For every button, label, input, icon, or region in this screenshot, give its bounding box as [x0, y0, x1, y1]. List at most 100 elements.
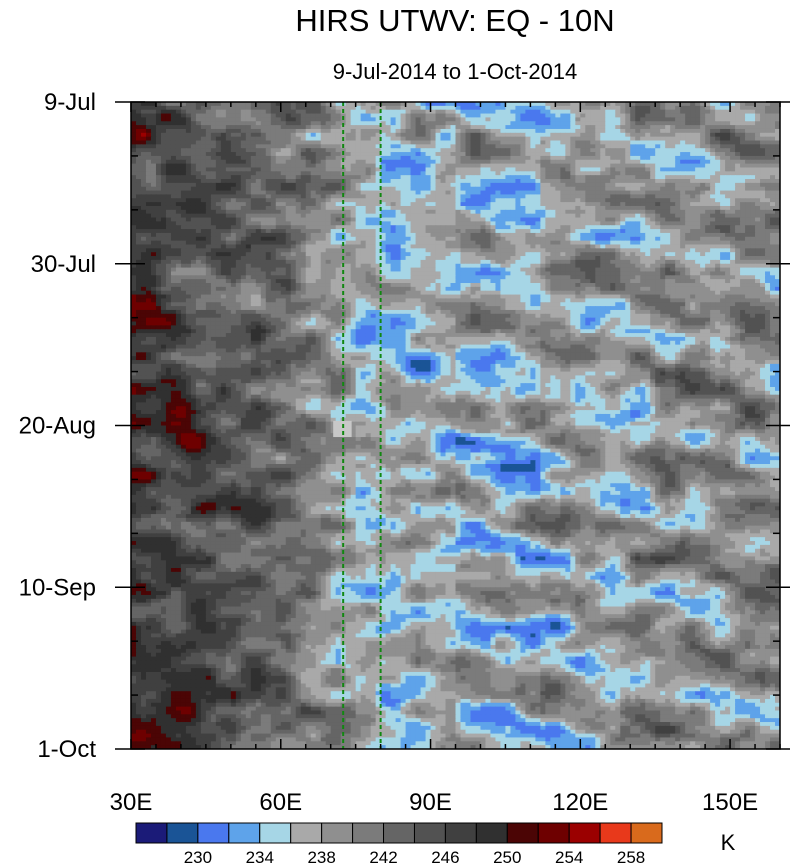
heatmap-cell — [166, 133, 172, 137]
heatmap-cell — [236, 125, 242, 129]
heatmap-cell — [196, 117, 202, 121]
heatmap-cell — [520, 121, 526, 125]
heatmap-cell — [221, 129, 227, 133]
heatmap-cell — [730, 152, 736, 156]
heatmap-cell — [271, 106, 277, 110]
heatmap-cell — [705, 148, 711, 152]
heatmap-cell — [745, 137, 751, 141]
heatmap-cell — [605, 137, 611, 141]
heatmap-cell — [675, 125, 681, 129]
heatmap-cell — [505, 129, 511, 133]
heatmap-cell — [490, 121, 496, 125]
heatmap-cell — [660, 106, 666, 110]
heatmap-cell — [500, 114, 506, 118]
heatmap-cell — [331, 141, 337, 145]
heatmap-cell — [750, 144, 756, 148]
heatmap-cell — [301, 137, 307, 141]
heatmap-cell — [705, 133, 711, 137]
heatmap-cell — [545, 121, 551, 125]
heatmap-cell — [690, 137, 696, 141]
heatmap-cell — [475, 148, 481, 152]
heatmap-cell — [236, 110, 242, 114]
heatmap-cell — [441, 137, 447, 141]
heatmap-cell — [136, 144, 142, 148]
heatmap-cell — [416, 137, 422, 141]
heatmap-cell — [650, 117, 656, 121]
heatmap-cell — [416, 110, 422, 114]
heatmap-cell — [386, 144, 392, 148]
heatmap-cell — [635, 106, 641, 110]
heatmap-cell — [161, 156, 167, 160]
heatmap-cell — [545, 117, 551, 121]
heatmap-cell — [475, 121, 481, 125]
heatmap-cell — [670, 125, 676, 129]
heatmap-cell — [610, 125, 616, 129]
heatmap-cell — [720, 141, 726, 145]
heatmap-cell — [565, 137, 571, 141]
heatmap-cell — [480, 125, 486, 129]
heatmap-cell — [391, 129, 397, 133]
heatmap-field — [131, 102, 781, 750]
heatmap-cell — [246, 156, 252, 160]
heatmap-cell — [720, 110, 726, 114]
heatmap-cell — [590, 152, 596, 156]
heatmap-cell — [690, 133, 696, 137]
heatmap-cell — [136, 121, 142, 125]
heatmap-cell — [495, 152, 501, 156]
heatmap-cell — [700, 121, 706, 125]
heatmap-cell — [346, 129, 352, 133]
heatmap-cell — [750, 110, 756, 114]
heatmap-cell — [520, 148, 526, 152]
heatmap-cell — [351, 121, 357, 125]
heatmap-cell — [346, 121, 352, 125]
heatmap-cell — [465, 114, 471, 118]
heatmap-cell — [311, 144, 317, 148]
heatmap-cell — [495, 110, 501, 114]
heatmap-cell — [610, 137, 616, 141]
heatmap-cell — [705, 129, 711, 133]
heatmap-cell — [361, 125, 367, 129]
heatmap-cell — [451, 152, 457, 156]
heatmap-cell — [416, 144, 422, 148]
heatmap-cell — [585, 125, 591, 129]
heatmap-cell — [625, 117, 631, 121]
heatmap-cell — [760, 152, 766, 156]
heatmap-cell — [610, 106, 616, 110]
heatmap-cell — [530, 110, 536, 114]
heatmap-cell — [645, 129, 651, 133]
heatmap-cell — [191, 121, 197, 125]
heatmap-cell — [550, 148, 556, 152]
heatmap-cell — [645, 117, 651, 121]
heatmap-cell — [351, 152, 357, 156]
heatmap-cell — [441, 121, 447, 125]
heatmap-cell — [261, 141, 267, 145]
heatmap-cell — [191, 114, 197, 118]
heatmap-cell — [725, 114, 731, 118]
heatmap-cell — [550, 137, 556, 141]
heatmap-cell — [655, 125, 661, 129]
heatmap-cell — [236, 129, 242, 133]
heatmap-cell — [600, 121, 606, 125]
heatmap-cell — [156, 110, 162, 114]
heatmap-cell — [575, 137, 581, 141]
heatmap-cell — [366, 152, 372, 156]
heatmap-cell — [336, 125, 342, 129]
heatmap-cell — [615, 137, 621, 141]
heatmap-cell — [580, 152, 586, 156]
heatmap-cell — [510, 114, 516, 118]
heatmap-cell — [500, 117, 506, 121]
heatmap-cell — [615, 114, 621, 118]
heatmap-cell — [261, 117, 267, 121]
heatmap-cell — [740, 106, 746, 110]
heatmap-cell — [261, 121, 267, 125]
heatmap-cell — [351, 129, 357, 133]
heatmap-cell — [560, 125, 566, 129]
heatmap-cell — [560, 121, 566, 125]
heatmap-cell — [311, 133, 317, 137]
heatmap-cell — [196, 148, 202, 152]
heatmap-cell — [421, 133, 427, 137]
heatmap-cell — [755, 148, 761, 152]
heatmap-cell — [655, 129, 661, 133]
heatmap-cell — [460, 137, 466, 141]
heatmap-cell — [316, 152, 322, 156]
